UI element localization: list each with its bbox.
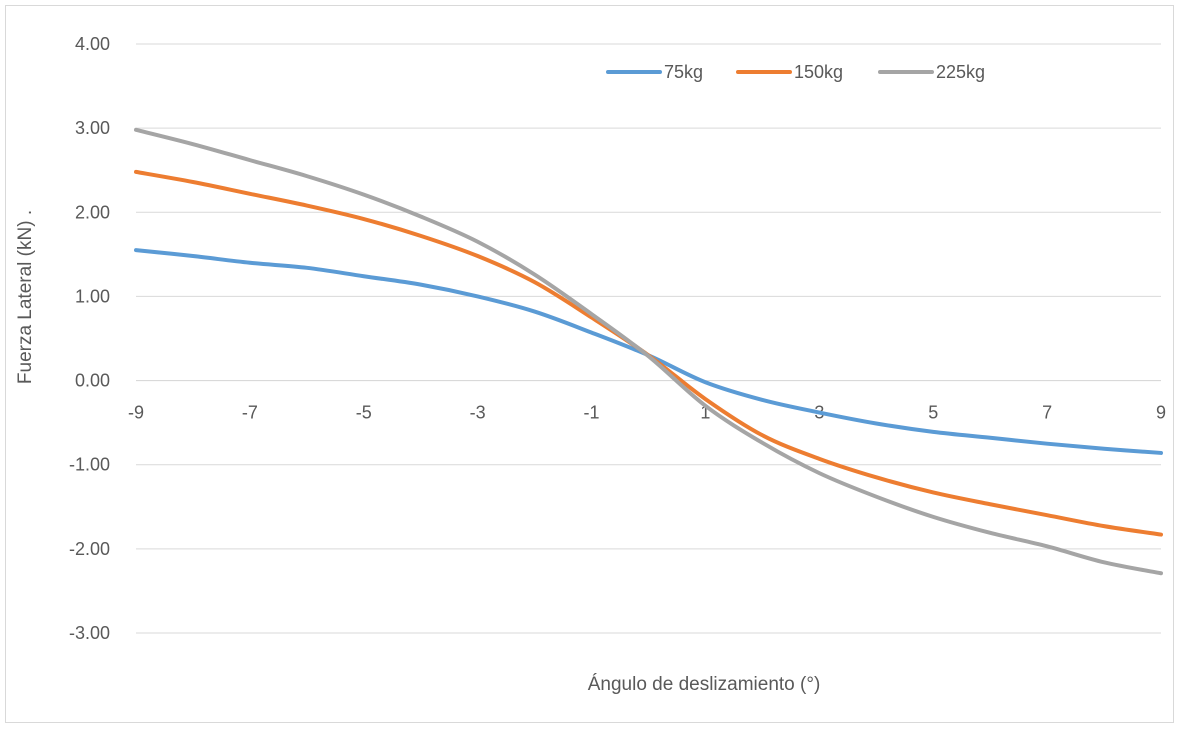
x-tick-label: 9 [1156,403,1166,423]
x-tick-label: -9 [128,403,144,423]
legend-label-225kg: 225kg [936,62,985,82]
y-tick-label: -2.00 [69,539,110,559]
x-tick-label: -5 [356,403,372,423]
y-axis-label: Fuerza Lateral (kN) . [15,210,36,384]
x-tick-label: -3 [470,403,486,423]
y-tick-label: 4.00 [75,34,110,54]
legend: 75kg 150kg 225kg [606,62,985,82]
y-tick-label: 0.00 [75,371,110,391]
series-line-75kg [134,248,1163,455]
y-tick-label: 3.00 [75,118,110,138]
gridlines [136,43,1161,634]
legend-label-150kg: 150kg [794,62,843,82]
y-tick-label: -3.00 [69,623,110,643]
chart-frame [5,5,1174,723]
series-line-225kg [134,127,1163,576]
y-tick-label: -1.00 [69,455,110,475]
legend-label-75kg: 75kg [664,62,703,82]
series-line-150kg [134,169,1163,537]
y-tick-label: 1.00 [75,286,110,306]
x-axis-tick-labels: -9 -7 -5 -3 -1 1 3 5 7 9 [128,403,1166,423]
x-tick-label: -7 [242,403,258,423]
y-axis-tick-labels: 4.00 3.00 2.00 1.00 0.00 -1.00 -2.00 -3.00 [69,34,110,643]
x-tick-label: 5 [928,403,938,423]
x-tick-label: 7 [1042,403,1052,423]
x-tick-label: 1 [700,403,710,423]
y-tick-label: 2.00 [75,202,110,222]
x-axis-label: Ángulo de deslizamiento (°) [588,674,821,695]
series-lines [134,127,1163,576]
x-tick-label: -1 [584,403,600,423]
